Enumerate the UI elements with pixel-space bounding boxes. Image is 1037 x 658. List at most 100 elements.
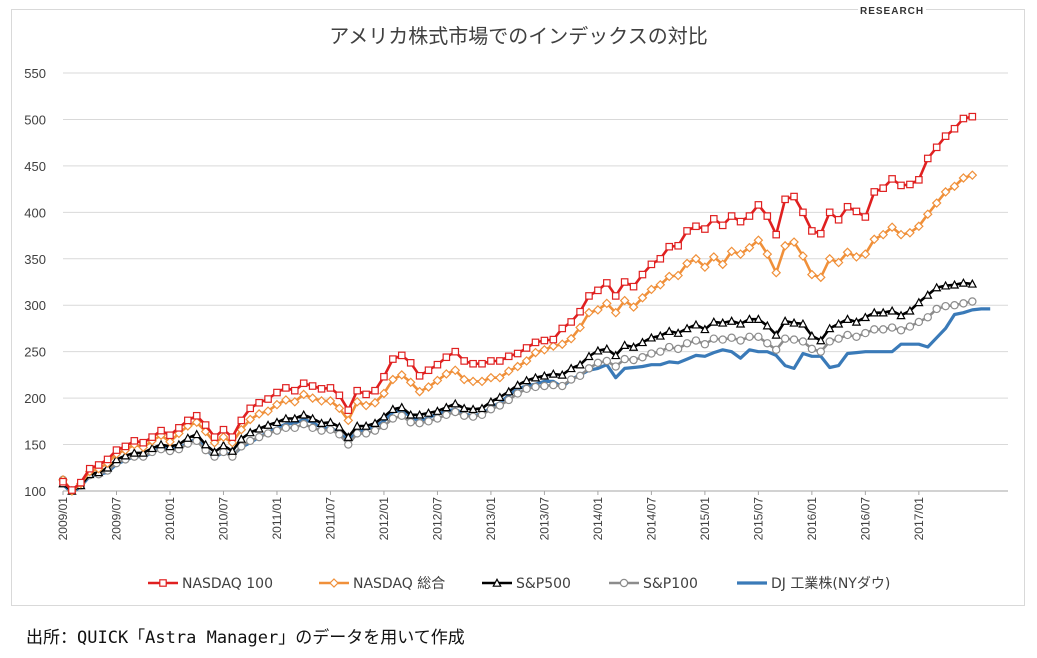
series-1-point-23 <box>263 406 273 416</box>
series-0-point-17 <box>210 433 219 441</box>
series-0-point-51 <box>513 349 522 358</box>
series-0-point-49 <box>496 357 504 365</box>
x-tick-label-9: 2013/07 <box>537 497 551 541</box>
series-0-point-73 <box>710 215 718 223</box>
series-2-point-68 <box>664 326 674 336</box>
series-3-point-87 <box>834 334 843 343</box>
series-0-point-94 <box>897 181 905 190</box>
series-3-point-68 <box>665 342 674 352</box>
series-1-point-29 <box>316 396 327 406</box>
y-tick-label-100: 100 <box>24 484 46 499</box>
series-1-point-84 <box>807 269 817 280</box>
series-2-point-41 <box>423 408 434 417</box>
series-2-point-94 <box>896 310 906 320</box>
series-0-point-21 <box>246 404 255 413</box>
series-2-point-72 <box>700 324 710 334</box>
series-0-point-96 <box>915 176 923 184</box>
series-1-point-48 <box>486 372 496 383</box>
series-2-point-70 <box>682 323 692 333</box>
series-3-point-40 <box>415 418 424 428</box>
series-2-point-102 <box>967 278 978 288</box>
series-0-point-4 <box>94 461 103 469</box>
series-1-point-18 <box>218 432 229 442</box>
series-3-point-96 <box>914 317 924 327</box>
series-2-point-36 <box>379 411 389 421</box>
series-1-point-73 <box>708 252 719 262</box>
series-2-point-13 <box>174 439 184 449</box>
y-tick-label-350: 350 <box>24 252 46 267</box>
series-2-point-60 <box>593 345 603 355</box>
series-1-point-27 <box>298 389 309 400</box>
series-0-point-79 <box>763 212 772 220</box>
series-1-point-36 <box>379 388 389 399</box>
series-0-point-18 <box>219 425 228 434</box>
series-3-point-63 <box>620 354 629 364</box>
series-2-point-92 <box>878 307 888 317</box>
series-2-point-47 <box>477 403 487 413</box>
series-0-point-41 <box>424 366 433 375</box>
x-tick-label-0: 2009/01 <box>56 497 70 541</box>
series-1-point-66 <box>646 284 657 295</box>
x-tick-label-11: 2014/07 <box>644 497 658 541</box>
series-1-point-89 <box>851 252 862 262</box>
series-2-point-69 <box>673 328 683 337</box>
series-3-point-31 <box>335 430 344 439</box>
series-2-point-77 <box>744 314 755 323</box>
series-0-point-2 <box>77 478 85 487</box>
series-2-point-56 <box>557 369 567 379</box>
series-0-point-42 <box>433 360 442 369</box>
series-0-point-15 <box>192 411 201 420</box>
series-1-point-87 <box>833 257 844 268</box>
series-3-point-61 <box>602 356 612 366</box>
series-0-point-76 <box>736 217 745 226</box>
series-1-point-63 <box>619 295 630 306</box>
series-1-point-33 <box>352 396 363 407</box>
series-1-point-82 <box>789 237 799 247</box>
series-3-point-102 <box>968 297 977 306</box>
series-0-point-22 <box>255 398 263 407</box>
series-0-point-101 <box>959 114 968 123</box>
series-0-point-92 <box>879 184 887 192</box>
series-0-point-95 <box>906 180 914 189</box>
series-1-point-99 <box>940 187 951 197</box>
series-0-point-23 <box>264 395 272 403</box>
series-3-point-27 <box>299 419 308 429</box>
x-tick-label-16: 2017/01 <box>912 497 926 541</box>
series-3-point-86 <box>825 337 834 346</box>
legend-swatch-marker-2 <box>492 578 502 587</box>
legend-label-0: NASDAQ 100 <box>182 576 273 592</box>
series-3-point-91 <box>870 325 879 334</box>
series-1-point-67 <box>655 279 666 290</box>
series-0-point-53 <box>531 338 540 347</box>
series-1-point-38 <box>396 370 407 380</box>
series-1-point-30 <box>325 396 336 406</box>
series-0-point-12 <box>166 431 174 440</box>
series-1-point-37 <box>388 374 398 385</box>
series-2-point-87 <box>833 318 844 328</box>
series-3-point-62 <box>611 362 620 371</box>
series-3-point-94 <box>896 326 906 335</box>
series-2-point-46 <box>468 404 478 414</box>
series-2-point-83 <box>798 318 808 328</box>
series-3-point-67 <box>656 347 665 356</box>
series-2-point-14 <box>183 433 193 442</box>
series-0-point-11 <box>157 426 165 435</box>
series-0-point-48 <box>487 357 495 365</box>
series-3-point-71 <box>691 336 701 345</box>
series-0-point-35 <box>371 386 379 395</box>
series-2-point-39 <box>405 409 416 419</box>
series-1-point-101 <box>958 173 969 183</box>
series-3-point-70 <box>682 339 692 348</box>
series-3-point-21 <box>246 436 255 446</box>
series-3-point-101 <box>959 299 968 308</box>
series-1-point-85 <box>815 272 826 283</box>
series-2-point-33 <box>352 421 362 430</box>
series-0-point-28 <box>308 382 317 390</box>
series-2-point-42 <box>432 406 443 415</box>
series-0-point-88 <box>843 202 852 211</box>
series-0-point-45 <box>460 357 468 365</box>
series-1-point-88 <box>842 247 853 258</box>
series-3-point-83 <box>798 337 808 346</box>
series-0-point-97 <box>923 154 932 163</box>
series-2-point-75 <box>726 316 737 325</box>
